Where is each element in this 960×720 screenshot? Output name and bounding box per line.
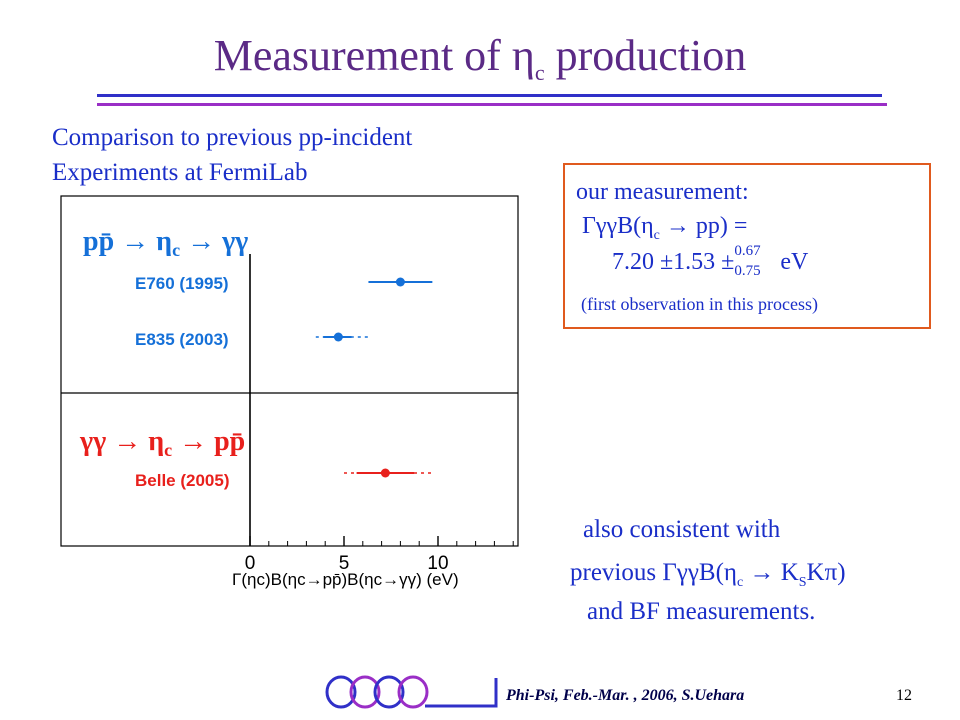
consistency-line-1: also consistent with [583,516,781,543]
sys-up: 0.67 [734,243,761,259]
title-text: Measurement of [213,31,512,80]
intro-line-2: Experiments at FermiLab [52,159,308,186]
intro-line-1: Comparison to previous pp-incident [52,124,413,151]
x-tick-5: 5 [339,553,350,574]
panel-2-label-b: → pp̄ [172,426,245,457]
consistency-sub: c [736,575,744,590]
panel-1-label-sub: c [172,240,180,260]
data-point-e835 [333,332,343,342]
measurement-note: (first observation in this process) [581,294,818,314]
panel-1-process-label: pp̄ → ηc → γγ [83,226,248,260]
panel-2-label-sub: c [164,440,172,460]
x-axis-label: Γ(ηc)B(ηc→pp̄)B(ηc→γγ) (eV) [232,570,459,589]
consistency-rest: Kπ) [806,559,846,586]
panel-2-label-a: γγ → η [79,426,164,457]
measurement-heading: our measurement: [576,179,749,205]
sys-error: 0.67 0.75 [734,243,774,279]
formula-subscript: c [653,227,660,243]
label-e760: E760 (1995) [135,274,229,293]
panel-1-label-a: pp̄ [83,226,114,257]
data-point-e760 [395,277,405,287]
panel-1-label-c: → γγ [180,226,248,257]
consistency-line-3: and BF measurements. [587,598,816,625]
panel-1-label-b: → η [114,226,172,257]
consistency-line-2: previous ΓγγB(ηc → KSKπ) [570,558,846,598]
label-e835: E835 (2003) [135,330,229,349]
measurement-formula: ΓγγB(ηc → pp) = [582,213,747,244]
consistency-mid: → K [743,559,799,586]
footer-signature: Phi-Psi, Feb.-Mar. , 2006, S.Uehara [506,687,745,704]
title-rule-purple [97,103,887,106]
chart-frame [60,195,519,547]
eta-c-comparison-chart: pp̄ → ηc → γγ γγ → ηc → pp̄ E760 (1995) … [60,195,519,589]
sys-down: 0.75 [734,263,761,279]
panel-2-process-label: γγ → ηc → pp̄ [79,426,245,460]
consistency-prefix: previous ΓγγB(η [570,559,737,586]
measurement-box: our measurement: ΓγγB(ηc → pp) = 7.20 ±1… [563,163,931,329]
title-rule-blue [97,94,882,97]
x-tick-0: 0 [245,553,256,574]
title-eta: η [511,31,535,80]
x-tick-10: 10 [427,553,448,574]
chart-marks [249,277,514,546]
measurement-value: 7.20 ±1.53 ±0.67 0.75 eV [612,243,809,279]
consistency-sub2: S [798,575,807,590]
formula-arrow: → pp) = [659,213,748,239]
formula-prefix: ΓγγB(η [582,213,654,239]
title-eta-subscript: c [534,59,545,85]
value-main: 7.20 ±1.53 ± [612,249,735,275]
page-title: Measurement of ηc production [0,28,960,101]
title-rest: production [544,31,747,80]
data-point-belle [380,468,390,478]
page-number: 12 [896,687,912,704]
label-belle: Belle (2005) [135,471,230,490]
footer-rings-logo [325,675,498,709]
value-unit: eV [774,249,809,275]
